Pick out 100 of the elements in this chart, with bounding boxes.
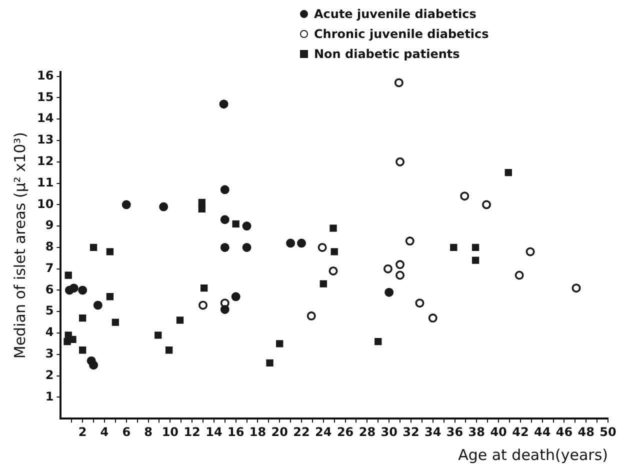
- point: [200, 284, 208, 292]
- point: [396, 270, 405, 280]
- y-tick-label: 7: [45, 260, 54, 275]
- y-tick-label: 11: [36, 175, 54, 190]
- x-tick-label: 6: [122, 424, 131, 439]
- x-tick-label: 18: [249, 424, 266, 439]
- y-tick-label: 4: [45, 325, 54, 340]
- x-tick-label: 32: [402, 424, 420, 439]
- x-tick-label: 42: [512, 424, 529, 439]
- y-tick-label: 1: [45, 389, 54, 404]
- point: [220, 242, 230, 252]
- y-tick-label: 15: [36, 90, 54, 104]
- point: [112, 318, 120, 326]
- y-tick-label: 5: [45, 304, 54, 318]
- point: [165, 346, 173, 354]
- point: [318, 242, 327, 252]
- x-tick-label: 22: [293, 424, 310, 439]
- point: [69, 284, 78, 293]
- point: [90, 244, 98, 252]
- y-tick-label: 10: [36, 196, 54, 211]
- point: [394, 78, 404, 88]
- x-tick-label: 8: [144, 424, 152, 439]
- point: [374, 338, 382, 346]
- point: [297, 238, 306, 248]
- x-tick-label: 48: [578, 424, 594, 439]
- y-axis-title: Median of islet areas (μ² x10³): [10, 132, 29, 359]
- x-tick-label: 16: [227, 424, 244, 439]
- x-tick-label: 34: [424, 424, 442, 439]
- y-tick-label: 9: [45, 218, 54, 232]
- x-tick-label: 38: [468, 424, 485, 439]
- legend-label: Acute juvenile diabetics: [314, 7, 476, 21]
- point: [286, 238, 296, 248]
- x-tick-label: 10: [162, 424, 179, 439]
- point: [122, 200, 131, 210]
- point: [472, 244, 480, 252]
- x-tick-label: 2: [78, 424, 87, 439]
- y-tick-label: 3: [45, 346, 54, 361]
- point: [384, 288, 394, 297]
- point: [405, 236, 414, 246]
- x-tick-label: 50: [600, 424, 616, 439]
- y-tick-label: 13: [36, 132, 54, 147]
- point: [106, 248, 114, 256]
- point: [220, 215, 230, 224]
- point: [106, 293, 114, 300]
- point: [232, 220, 240, 228]
- x-tick-label: 20: [271, 424, 288, 439]
- x-tick-label: 14: [206, 424, 222, 439]
- point: [450, 244, 458, 252]
- point: [383, 264, 392, 274]
- y-tick-label: 16: [36, 68, 54, 82]
- x-tick-label: 12: [184, 424, 200, 439]
- point: [514, 270, 524, 280]
- point: [276, 340, 284, 348]
- point: [242, 222, 252, 231]
- point: [198, 300, 208, 310]
- x-tick-label: 36: [446, 424, 464, 439]
- x-tick-label: 4: [100, 424, 109, 439]
- x-tick-label: 44: [534, 424, 551, 439]
- y-tick-label: 6: [45, 282, 54, 296]
- point: [428, 314, 438, 323]
- point: [572, 284, 581, 293]
- point: [504, 168, 512, 176]
- y-tick-label: 14: [36, 111, 54, 126]
- point: [219, 100, 228, 109]
- point: [330, 248, 338, 256]
- x-tick-label: 40: [490, 424, 507, 439]
- point: [396, 157, 405, 166]
- point: [330, 224, 337, 232]
- point: [328, 266, 338, 276]
- point: [176, 316, 184, 324]
- point: [472, 256, 480, 264]
- x-tick-label: 28: [358, 424, 376, 439]
- point: [154, 332, 162, 339]
- point: [220, 185, 230, 194]
- x-tick-label: 24: [315, 424, 332, 439]
- point: [79, 314, 86, 322]
- x-tick-label: 46: [556, 424, 573, 439]
- point: [242, 242, 252, 252]
- point: [159, 202, 168, 212]
- point: [198, 205, 206, 213]
- point: [93, 300, 102, 310]
- point: [231, 292, 240, 302]
- point: [396, 260, 405, 270]
- legend-label: Chronic juvenile diabetics: [314, 27, 489, 41]
- point: [220, 304, 230, 314]
- point: [306, 311, 316, 320]
- point: [64, 272, 72, 279]
- point: [198, 198, 206, 206]
- x-axis-title: Age at death(years): [458, 446, 608, 464]
- y-tick-label: 8: [45, 240, 54, 254]
- point: [266, 359, 274, 367]
- legend-label: Non diabetic patients: [314, 47, 460, 61]
- y-tick-label: 2: [45, 368, 54, 382]
- point: [526, 247, 535, 256]
- point: [482, 200, 491, 210]
- point: [320, 280, 327, 288]
- point: [415, 298, 424, 308]
- x-tick-label: 26: [336, 424, 354, 439]
- point: [89, 360, 98, 370]
- y-tick-label: 12: [36, 154, 54, 168]
